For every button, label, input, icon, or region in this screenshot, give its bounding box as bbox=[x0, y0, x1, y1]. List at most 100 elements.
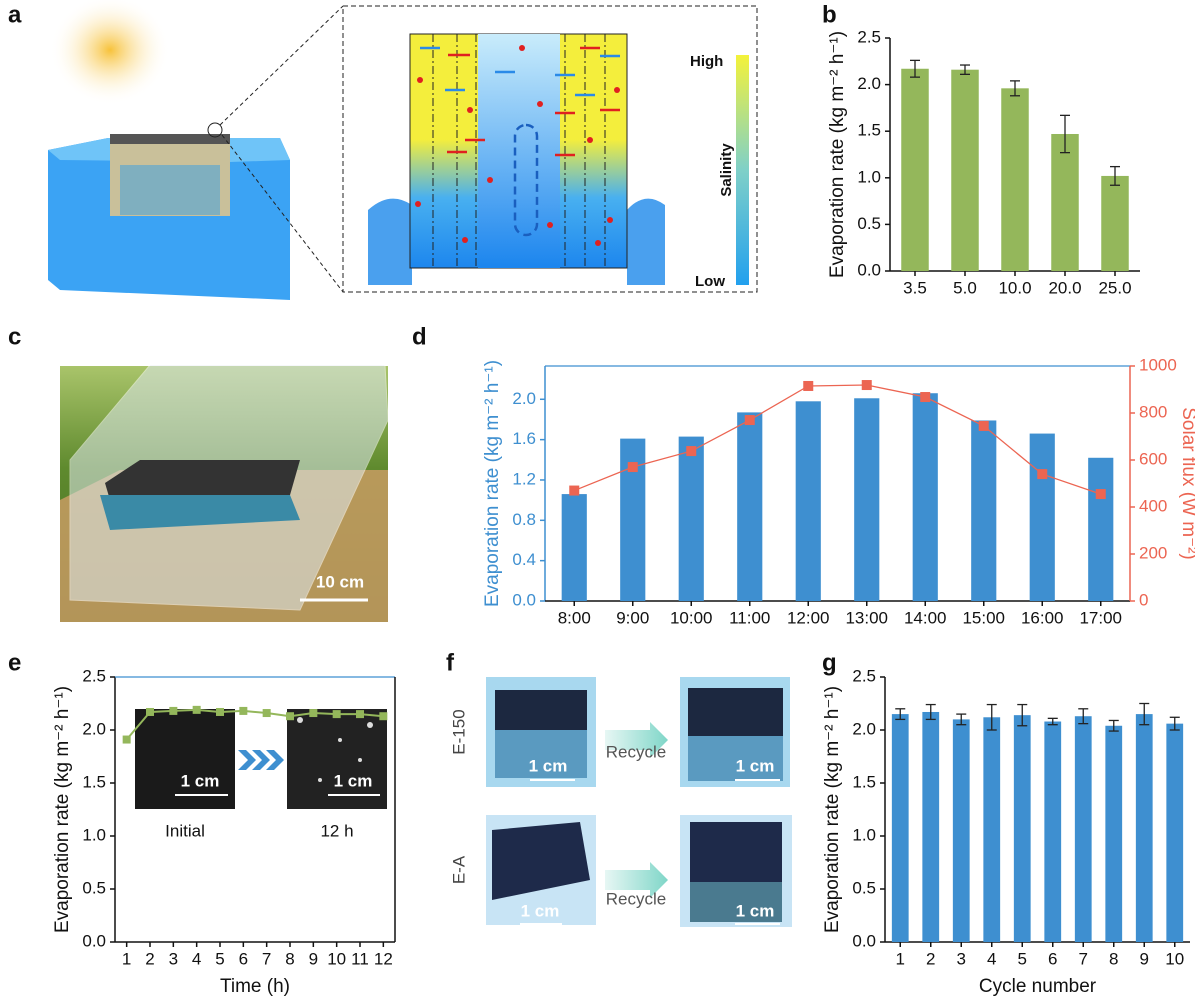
y-tick-label: 2.5 bbox=[852, 666, 876, 685]
y-tick-label: 0.0 bbox=[852, 931, 876, 950]
scale-bar-label: 1 cm bbox=[521, 901, 560, 920]
y-tick-label: 2.5 bbox=[82, 666, 106, 685]
x-tick-label: 12 bbox=[374, 949, 393, 968]
x-tick-label: 4 bbox=[192, 949, 201, 968]
bar bbox=[1075, 716, 1092, 942]
scale-bar-label: 1 cm bbox=[736, 901, 775, 920]
bar bbox=[796, 401, 821, 601]
y-tick-label: 1.0 bbox=[82, 825, 106, 844]
scale-bar-label: 1 cm bbox=[736, 756, 775, 775]
x-axis-label: Time (h) bbox=[220, 976, 290, 997]
y-tick-label: 0.0 bbox=[82, 931, 106, 950]
x-tick-label: 25.0 bbox=[1098, 278, 1131, 297]
y-tick-label: 0.0 bbox=[512, 590, 536, 609]
x-tick-label: 6 bbox=[239, 949, 248, 968]
x-tick-label: 1 bbox=[122, 949, 131, 968]
salinity-diagram: High Low Salinity bbox=[343, 6, 757, 292]
y-axis-label: Evaporation rate (kg m⁻² h⁻¹) bbox=[52, 686, 73, 933]
x-tick-label: 7 bbox=[1079, 949, 1088, 968]
y2-axis-label: Solar flux (W m⁻²) bbox=[1178, 407, 1195, 560]
bar bbox=[983, 717, 1000, 942]
bar bbox=[971, 420, 996, 601]
x-tick-label: 17:00 bbox=[1079, 608, 1122, 627]
marker bbox=[628, 462, 638, 472]
outdoor-device-photo: 10 cm bbox=[60, 365, 388, 622]
bar bbox=[913, 393, 938, 601]
y-axis-label: Evaporation rate (kg m⁻² h⁻¹) bbox=[822, 686, 843, 933]
bar bbox=[953, 719, 970, 942]
scale-bar-label: 1 cm bbox=[181, 771, 220, 790]
x-tick-label: 2 bbox=[145, 949, 154, 968]
marker bbox=[216, 708, 224, 716]
x-tick-label: 2 bbox=[926, 949, 935, 968]
y-tick-label: 0.4 bbox=[512, 550, 536, 569]
x-tick-label: 10 bbox=[1165, 949, 1184, 968]
scale-bar-label: 10 cm bbox=[316, 572, 364, 591]
salinity-low-label: Low bbox=[695, 273, 725, 290]
bar bbox=[1001, 88, 1029, 271]
image-caption: 12 h bbox=[320, 821, 353, 840]
x-tick-label: 15:00 bbox=[962, 608, 1005, 627]
x-tick-label: 5.0 bbox=[953, 278, 977, 297]
marker bbox=[745, 415, 755, 425]
y-axis-label: Evaporation rate (kg m⁻² h⁻¹) bbox=[482, 360, 503, 607]
x-tick-label: 13:00 bbox=[845, 608, 888, 627]
x-tick-label: 5 bbox=[1018, 949, 1027, 968]
x-tick-label: 3.5 bbox=[903, 278, 927, 297]
panel-letter: e bbox=[8, 649, 21, 676]
y-tick-label: 2.5 bbox=[857, 27, 881, 46]
bar bbox=[1030, 434, 1055, 601]
bar bbox=[1105, 726, 1122, 942]
bar bbox=[1051, 134, 1079, 271]
bar bbox=[901, 69, 929, 271]
recycle-photos: Recycle Recycle E-150 E-A 1 cm 1 cm 1 cm… bbox=[449, 677, 792, 927]
y-tick-label: 1.0 bbox=[857, 167, 881, 186]
x-tick-label: 20.0 bbox=[1048, 278, 1081, 297]
bar bbox=[679, 437, 704, 601]
marker bbox=[193, 706, 201, 714]
bar bbox=[1044, 722, 1061, 942]
marker bbox=[686, 446, 696, 456]
x-tick-label: 11:00 bbox=[729, 608, 770, 627]
salinity-high-label: High bbox=[690, 53, 723, 70]
panel-letter: f bbox=[446, 649, 455, 676]
marker bbox=[239, 707, 247, 715]
y-tick-label: 2.0 bbox=[82, 719, 106, 738]
scale-bar-label: 1 cm bbox=[529, 756, 568, 775]
marker bbox=[123, 736, 131, 744]
x-tick-label: 10:00 bbox=[670, 608, 713, 627]
marker bbox=[309, 709, 317, 717]
bar bbox=[1101, 176, 1129, 271]
x-tick-label: 10 bbox=[327, 949, 346, 968]
line bbox=[574, 385, 1101, 494]
e-inset: 1 cm 1 cm Initial 12 h bbox=[135, 709, 387, 840]
x-tick-label: 14:00 bbox=[904, 608, 947, 627]
bar bbox=[922, 712, 939, 942]
y2-tick-label: 600 bbox=[1139, 449, 1167, 468]
x-tick-label: 8:00 bbox=[558, 608, 591, 627]
scale-bar-label: 1 cm bbox=[334, 771, 373, 790]
y-tick-label: 0.5 bbox=[82, 878, 106, 897]
bar bbox=[737, 412, 762, 601]
bar bbox=[562, 494, 587, 601]
marker bbox=[169, 707, 177, 715]
x-tick-label: 5 bbox=[215, 949, 224, 968]
y2-tick-label: 0 bbox=[1139, 590, 1148, 609]
y2-tick-label: 400 bbox=[1139, 496, 1167, 515]
y-tick-label: 0.5 bbox=[852, 878, 876, 897]
y-tick-label: 1.2 bbox=[512, 469, 536, 488]
bar bbox=[1136, 714, 1153, 942]
panel-letter: g bbox=[822, 649, 837, 676]
marker bbox=[286, 712, 294, 720]
y-tick-label: 1.5 bbox=[82, 772, 106, 791]
x-tick-label: 6 bbox=[1048, 949, 1057, 968]
panel-letter: c bbox=[8, 323, 21, 350]
image-caption: Initial bbox=[165, 821, 205, 840]
x-tick-label: 16:00 bbox=[1021, 608, 1064, 627]
x-tick-label: 8 bbox=[285, 949, 294, 968]
marker bbox=[979, 421, 989, 431]
y-tick-label: 0.8 bbox=[512, 510, 536, 529]
bar bbox=[854, 398, 879, 601]
marker bbox=[1037, 469, 1047, 479]
marker bbox=[356, 710, 364, 718]
